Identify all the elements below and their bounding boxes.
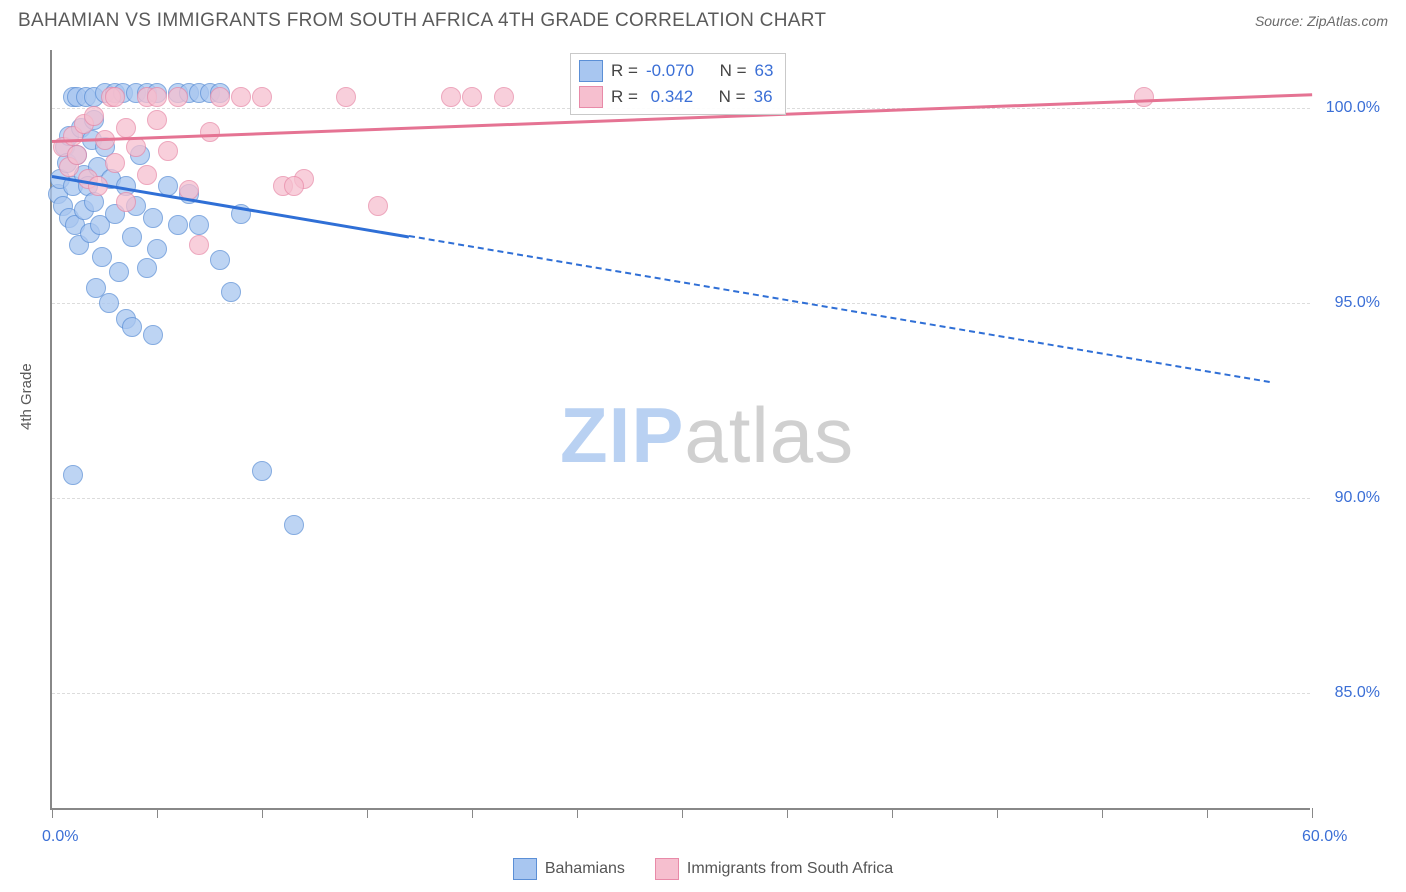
data-point: [105, 87, 125, 107]
series-swatch-icon: [513, 858, 537, 880]
n-value: 36: [754, 87, 773, 107]
r-value: -0.070: [646, 61, 694, 81]
data-point: [105, 153, 125, 173]
data-point: [122, 227, 142, 247]
x-tick: [997, 808, 998, 818]
y-tick-label: 85.0%: [1335, 684, 1380, 702]
data-point: [336, 87, 356, 107]
x-tick: [892, 808, 893, 818]
n-value: 63: [755, 61, 774, 81]
data-point: [109, 262, 129, 282]
x-tick: [577, 808, 578, 818]
data-point: [252, 461, 272, 481]
data-point: [1134, 87, 1154, 107]
data-point: [231, 87, 251, 107]
data-point: [200, 122, 220, 142]
data-point: [126, 137, 146, 157]
data-point: [168, 87, 188, 107]
x-tick: [1102, 808, 1103, 818]
data-point: [284, 176, 304, 196]
r-prefix: R =: [611, 87, 638, 107]
data-point: [137, 258, 157, 278]
data-point: [67, 145, 87, 165]
gridline: [52, 693, 1310, 694]
data-point: [158, 141, 178, 161]
trend-line: [409, 235, 1270, 383]
data-point: [189, 235, 209, 255]
data-point: [147, 110, 167, 130]
data-point: [494, 87, 514, 107]
x-tick: [1207, 808, 1208, 818]
gridline: [52, 303, 1310, 304]
series-swatch-icon: [579, 60, 603, 82]
data-point: [147, 239, 167, 259]
data-point: [143, 208, 163, 228]
y-axis-title: 4th Grade: [18, 363, 35, 430]
x-tick: [1312, 808, 1313, 818]
bottom-legend: Bahamians Immigrants from South Africa: [0, 858, 1406, 880]
n-prefix: N =: [719, 87, 746, 107]
data-point: [99, 293, 119, 313]
r-prefix: R =: [611, 61, 638, 81]
correlation-legend: R = -0.070 N = 63 R = 0.342 N = 36: [570, 53, 786, 115]
r-value: 0.342: [646, 87, 693, 107]
legend-row: R = 0.342 N = 36: [579, 84, 773, 110]
x-tick: [262, 808, 263, 818]
data-point: [122, 317, 142, 337]
legend-row: R = -0.070 N = 63: [579, 58, 773, 84]
data-point: [441, 87, 461, 107]
n-prefix: N =: [720, 61, 747, 81]
series-swatch-icon: [655, 858, 679, 880]
y-tick-label: 95.0%: [1335, 294, 1380, 312]
x-tick: [472, 808, 473, 818]
data-point: [210, 87, 230, 107]
data-point: [252, 87, 272, 107]
data-point: [368, 196, 388, 216]
data-point: [116, 192, 136, 212]
legend-label: Immigrants from South Africa: [687, 860, 893, 878]
legend-item: Bahamians: [513, 858, 625, 880]
source-label: Source: ZipAtlas.com: [1255, 13, 1388, 29]
scatter-plot-area: 85.0%90.0%95.0%100.0%0.0%60.0%: [50, 50, 1310, 810]
data-point: [462, 87, 482, 107]
x-tick: [787, 808, 788, 818]
x-tick: [682, 808, 683, 818]
data-point: [168, 215, 188, 235]
data-point: [189, 215, 209, 235]
data-point: [63, 465, 83, 485]
x-tick-label: 0.0%: [42, 828, 78, 846]
data-point: [84, 106, 104, 126]
data-point: [210, 250, 230, 270]
y-tick-label: 90.0%: [1335, 489, 1380, 507]
chart-title: BAHAMIAN VS IMMIGRANTS FROM SOUTH AFRICA…: [18, 10, 826, 32]
x-tick: [52, 808, 53, 818]
gridline: [52, 498, 1310, 499]
data-point: [143, 325, 163, 345]
legend-item: Immigrants from South Africa: [655, 858, 893, 880]
data-point: [284, 515, 304, 535]
data-point: [147, 87, 167, 107]
x-tick: [157, 808, 158, 818]
x-tick: [367, 808, 368, 818]
data-point: [137, 165, 157, 185]
data-point: [92, 247, 112, 267]
data-point: [116, 118, 136, 138]
data-point: [221, 282, 241, 302]
legend-label: Bahamians: [545, 860, 625, 878]
x-tick-label: 60.0%: [1302, 828, 1347, 846]
y-tick-label: 100.0%: [1326, 99, 1380, 117]
series-swatch-icon: [579, 86, 603, 108]
